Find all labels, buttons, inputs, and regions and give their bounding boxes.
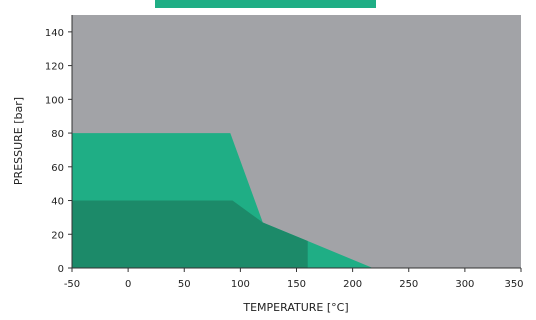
- x-tick-label: 250: [399, 279, 418, 290]
- y-tick-label: 0: [58, 264, 64, 275]
- y-tick-label: 40: [51, 197, 64, 208]
- x-tick-label: 350: [504, 279, 523, 290]
- x-tick-label: 300: [455, 279, 474, 290]
- y-axis-label: PRESSURE [bar]: [12, 97, 25, 185]
- x-tick-label: 100: [231, 279, 250, 290]
- x-tick-label: 50: [178, 279, 191, 290]
- y-axis-ticks: 0 20 40 60 80 100 120 140: [45, 28, 72, 275]
- x-tick-label: 150: [287, 279, 306, 290]
- region-2: [72, 200, 308, 268]
- x-tick-label: -50: [64, 279, 80, 290]
- legend-swatch: [155, 0, 376, 8]
- y-tick-label: 100: [45, 95, 64, 106]
- region-layer: [72, 133, 373, 268]
- x-axis-ticks: -50 0 50 100 150 200 250 300 350: [64, 268, 524, 290]
- y-tick-label: 20: [51, 230, 64, 241]
- x-tick-label: 200: [343, 279, 362, 290]
- y-tick-label: 120: [45, 62, 64, 73]
- x-axis-label: TEMPERATURE [°C]: [242, 301, 348, 314]
- y-tick-label: 140: [45, 28, 64, 39]
- y-tick-label: 60: [51, 163, 64, 174]
- x-tick-label: 0: [125, 279, 131, 290]
- y-tick-label: 80: [51, 129, 64, 140]
